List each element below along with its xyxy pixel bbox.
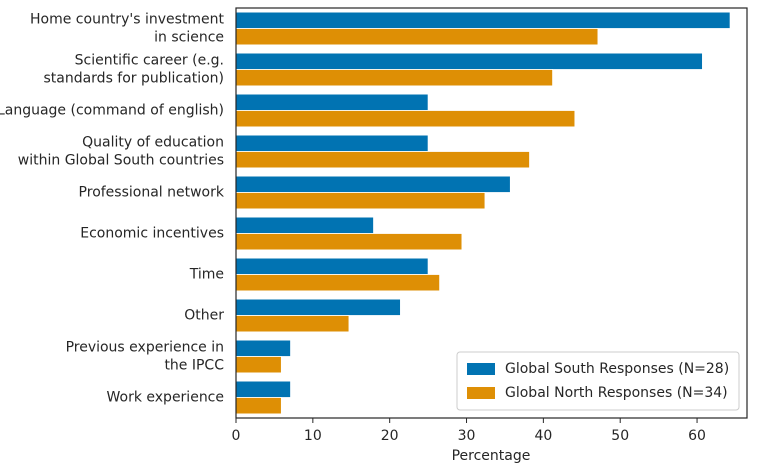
legend-swatch (467, 387, 495, 399)
bar (235, 110, 576, 128)
y-tick-label: Time (189, 267, 224, 283)
y-tick-label: Quality of education (82, 135, 224, 151)
legend-label: Global South Responses (N=28) (505, 361, 729, 377)
x-tick-label: 40 (534, 428, 552, 444)
bar (235, 151, 530, 169)
bar (235, 257, 429, 275)
bar (235, 134, 429, 152)
legend-label: Global North Responses (N=34) (505, 385, 728, 401)
bar (235, 339, 291, 357)
bar (235, 175, 511, 193)
x-tick-label: 0 (232, 428, 241, 444)
x-axis-label: Percentage (452, 448, 531, 464)
y-tick-label: standards for publication) (43, 71, 224, 87)
legend-swatch (467, 363, 495, 375)
bar (235, 356, 282, 374)
bar (235, 93, 429, 111)
y-tick-label: Language (command of english) (0, 103, 224, 119)
y-tick-label: Other (184, 308, 224, 324)
bar (235, 380, 291, 398)
bar (235, 28, 599, 46)
y-tick-label: the IPCC (164, 358, 224, 374)
y-tick-label: within Global South countries (18, 153, 224, 169)
y-tick-label: Economic incentives (80, 226, 224, 242)
bar (235, 216, 374, 234)
bar (235, 274, 441, 292)
bar (235, 397, 282, 415)
bar (235, 11, 731, 29)
bar (235, 52, 703, 70)
legend-box (456, 351, 740, 411)
x-tick-label: 50 (611, 428, 629, 444)
bar (235, 315, 350, 333)
x-tick-label: 30 (458, 428, 476, 444)
bar (235, 192, 486, 210)
y-tick-label: Scientific career (e.g. (75, 53, 224, 69)
x-tick-label: 60 (688, 428, 706, 444)
y-tick-label: Home country's investment (30, 12, 224, 28)
x-tick-label: 10 (304, 428, 322, 444)
y-tick-label: Previous experience in (66, 340, 224, 356)
y-tick-label: Work experience (107, 390, 225, 406)
y-tick-label: Professional network (79, 185, 225, 201)
plot-frame (235, 7, 748, 419)
y-tick-label: in science (154, 30, 224, 46)
bar (235, 233, 463, 251)
bar (235, 69, 553, 87)
x-tick-label: 20 (381, 428, 399, 444)
bar (235, 298, 401, 316)
